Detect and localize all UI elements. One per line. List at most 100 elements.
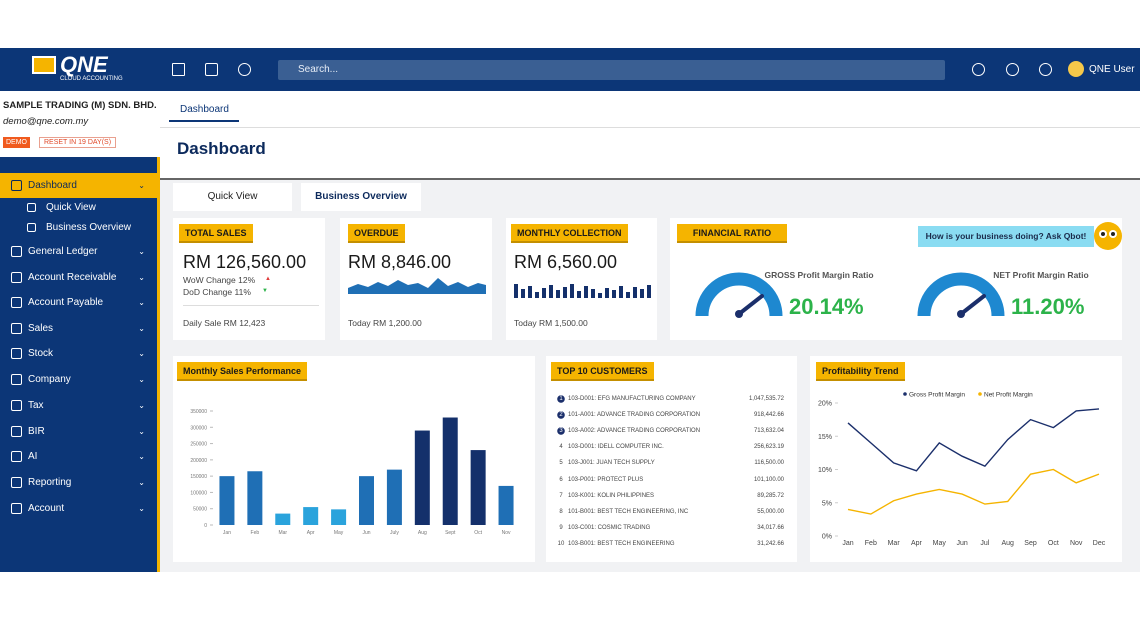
user-name[interactable]: QNE User xyxy=(1089,64,1135,75)
customer-row: 3 103-A002: ADVANCE TRADING CORPORATION 71… xyxy=(554,423,784,440)
menu-item[interactable]: Tax ⌄ xyxy=(0,393,157,418)
x-tick-label: Jun xyxy=(362,530,370,536)
legend-label: Net Profit Margin xyxy=(984,392,1033,399)
y-tick-label: 150000 xyxy=(190,474,207,480)
customer-name: 103-D001: IDELL COMPUTER INC. xyxy=(568,444,664,451)
search-box[interactable]: Search... xyxy=(278,60,945,80)
lock-icon[interactable] xyxy=(205,63,218,76)
customer-row: 7 103-K001: KOLIN PHILIPPINES 89,285.72 xyxy=(554,488,784,504)
rank: 10 xyxy=(557,540,565,547)
customer-table: 1 103-D001: EFG MANUFACTURING COMPANY 1,04… xyxy=(554,391,784,552)
rank: 3 xyxy=(554,423,568,440)
company-name: SAMPLE TRADING (M) SDN. BHD. xyxy=(3,100,157,111)
bar xyxy=(331,509,347,525)
menu-icon xyxy=(27,203,36,212)
sales-chart-card: Monthly Sales Performance 0 50000 100000 150… xyxy=(173,356,535,562)
bar xyxy=(303,507,319,525)
menu-item[interactable]: Account ⌄ xyxy=(0,496,157,521)
bar xyxy=(498,485,514,525)
top-bar: QNE CLOUD ACCOUNTING Search... QNE User xyxy=(0,48,1140,91)
bar xyxy=(442,417,458,525)
menu-item[interactable]: Sales ⌄ xyxy=(0,316,157,341)
menu-icon xyxy=(11,297,22,308)
total-sales-card: TOTAL SALES RM 126,560.00 WoW Change 12% Do… xyxy=(173,218,325,340)
ratio-value: 20.14% xyxy=(789,294,864,319)
menu-item[interactable]: Account Payable ⌄ xyxy=(0,290,157,315)
chevron: ⌄ xyxy=(138,247,145,256)
series-line xyxy=(847,468,1100,515)
customer-row: 6 103-P001: PROTECT PLUS 101,100.00 xyxy=(554,471,784,487)
view-tab[interactable]: Business Overview xyxy=(301,183,421,211)
menu-icon xyxy=(11,246,22,257)
x-tick-label: Aug xyxy=(1001,540,1014,547)
settings-icon[interactable] xyxy=(1039,63,1052,76)
menu-icon[interactable] xyxy=(172,63,185,76)
menu-item[interactable]: General Ledger ⌄ xyxy=(0,239,157,264)
play-icon[interactable] xyxy=(238,63,251,76)
chat-icon[interactable] xyxy=(972,63,985,76)
card-title: FINANCIAL RATIO xyxy=(677,224,787,243)
customer-amount: 713,632.04 xyxy=(753,428,784,435)
menu-item[interactable]: Reporting ⌄ xyxy=(0,470,157,495)
x-tick-label: Dec xyxy=(1093,540,1106,547)
qbot-banner[interactable]: How is your business doing? Ask Qbot! xyxy=(918,226,1094,247)
menu-item[interactable]: BIR ⌄ xyxy=(0,419,157,444)
avatar[interactable] xyxy=(1068,61,1084,77)
menu-item[interactable]: Dashboard ⌄ xyxy=(0,173,157,198)
chevron: ⌄ xyxy=(138,478,145,487)
x-tick-label: Jan xyxy=(223,530,231,536)
tab-underline xyxy=(169,120,239,122)
y-tick-label: 300000 xyxy=(190,425,207,431)
customer-amount: 101,100.00 xyxy=(753,476,784,483)
company-email: demo@qne.com.my xyxy=(3,116,89,127)
customer-row: 2 101-A001: ADVANCE TRADING CORPORATION 91… xyxy=(554,407,784,424)
menu-item[interactable]: Account Receivable ⌄ xyxy=(0,265,157,290)
divider xyxy=(160,127,1140,128)
y-tick-label: 20% xyxy=(818,401,832,408)
footer: Today RM 1,200.00 xyxy=(348,318,422,328)
legend-label: Gross Profit Margin xyxy=(909,392,965,399)
menu-item[interactable]: Company ⌄ xyxy=(0,367,157,392)
customer-amount: 1,047,535.72 xyxy=(748,396,784,403)
x-tick-label: Mar xyxy=(888,540,901,547)
collection-card: MONTHLY COLLECTION RM 6,560.00 Today RM 1,… xyxy=(506,218,657,340)
menu-icon xyxy=(11,426,22,437)
bar xyxy=(247,471,263,525)
customer-row: 5 103-J001: JUAN TECH SUPPLY 116,500.00 xyxy=(554,455,784,471)
customer-amount: 116,500.00 xyxy=(754,460,784,467)
x-tick-label: Apr xyxy=(307,530,315,536)
rank: 8 xyxy=(559,508,563,515)
menu-item[interactable]: Stock ⌄ xyxy=(0,341,157,366)
view-tab[interactable]: Quick View xyxy=(173,183,292,211)
customer-name: 103-P001: PROTECT PLUS xyxy=(568,476,644,483)
chevron: ⌄ xyxy=(138,401,145,410)
ratio-label: NET Profit Margin Ratio xyxy=(993,270,1089,280)
card-title: TOTAL SALES xyxy=(179,224,253,243)
chevron: ⌄ xyxy=(138,504,145,513)
customer-name: 103-D001: EFG MANUFACTURING COMPANY xyxy=(568,396,696,403)
chevron: ⌄ xyxy=(138,375,145,384)
x-tick-label: Feb xyxy=(865,540,877,547)
rank: 9 xyxy=(559,524,563,531)
heading: Dashboard xyxy=(177,139,266,158)
page-tab[interactable]: Dashboard xyxy=(180,104,229,115)
menu-item[interactable]: Quick View xyxy=(0,198,157,218)
customer-amount: 31,242.66 xyxy=(757,540,784,547)
help-icon[interactable] xyxy=(1006,63,1019,76)
legend-swatch xyxy=(903,392,907,396)
customer-amount: 918,442.66 xyxy=(753,412,784,419)
y-tick-label: 0% xyxy=(822,534,832,541)
y-tick-label: 0 xyxy=(204,523,207,529)
chevron: ⌄ xyxy=(138,181,145,190)
menu-item[interactable]: Business Overview xyxy=(0,218,157,238)
x-tick-label: Sept xyxy=(445,530,456,536)
menu-item[interactable]: AI ⌄ xyxy=(0,444,157,469)
menu-icon xyxy=(11,180,22,191)
customer-row: 8 101-B001: BEST TECH ENGINEERING, INC 55,… xyxy=(554,504,784,520)
footer: Daily Sale RM 12,423 xyxy=(183,318,266,328)
bar xyxy=(386,469,402,525)
arrow-down: ▼ xyxy=(262,288,268,294)
card-title: Monthly Sales Performance xyxy=(177,362,308,381)
amount: RM 126,560.00 xyxy=(183,252,307,272)
ratio-label: GROSS Profit Margin Ratio xyxy=(764,270,874,280)
